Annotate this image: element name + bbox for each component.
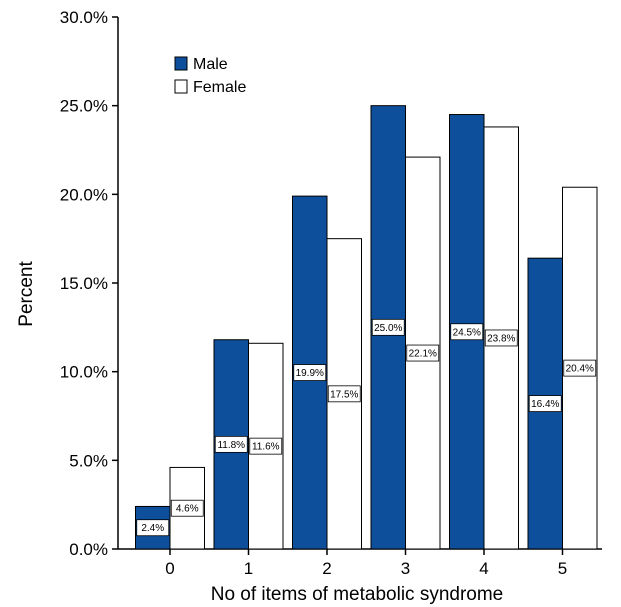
x-tick-label: 4 <box>479 559 488 578</box>
data-label-female: 17.5% <box>330 389 358 400</box>
data-label-box <box>170 499 204 517</box>
legend-swatch-female <box>174 79 188 94</box>
y-tick-label: 25.0% <box>60 97 108 116</box>
y-tick-label: 10.0% <box>60 363 108 382</box>
data-label-box <box>214 435 248 453</box>
legend-label-female: Female <box>193 79 246 96</box>
data-label-female: 11.6% <box>252 442 280 453</box>
data-label-box <box>484 329 518 347</box>
data-labels: 2.4% 11.8% 19.9% 25.0% 24.5% 16.4% 4.6% 11.6% 17… <box>136 318 597 537</box>
data-label-box <box>450 323 484 341</box>
x-tick-label: 2 <box>322 559 331 578</box>
data-label-box <box>249 437 283 455</box>
data-label-box <box>406 344 440 362</box>
y-tick-label: 30.0% <box>60 8 108 27</box>
data-label-male: 11.8% <box>217 440 245 451</box>
data-label-female: 22.1% <box>409 349 437 360</box>
y-tick-label: 5.0% <box>69 451 108 470</box>
y-tick-label: 15.0% <box>60 274 108 293</box>
data-label-box <box>293 364 327 381</box>
y-axis-title: Percent <box>16 261 37 327</box>
data-label-male: 2.4% <box>141 523 164 534</box>
data-label-female: 23.8% <box>487 333 515 344</box>
legend-swatch-male <box>174 56 188 71</box>
legend: Male Female <box>174 56 246 96</box>
data-label-male: 19.9% <box>296 368 324 379</box>
data-label-box <box>136 519 170 537</box>
data-label-box <box>563 359 597 377</box>
data-label-male: 16.4% <box>531 399 559 410</box>
data-label-box <box>371 318 405 336</box>
x-tick-label: 0 <box>165 559 174 578</box>
data-label-female: 4.6% <box>176 504 199 515</box>
data-label-male: 24.5% <box>453 327 481 338</box>
x-tick-label: 5 <box>558 559 567 578</box>
x-axis-title: No of items of metabolic syndrome <box>211 584 504 605</box>
x-tick-label: 3 <box>401 559 410 578</box>
y-tick-label: 0.0% <box>69 540 108 559</box>
data-label-box <box>528 395 562 412</box>
data-label-box <box>327 385 361 403</box>
y-tick-label: 20.0% <box>60 185 108 204</box>
data-label-male: 25.0% <box>374 323 402 334</box>
data-label-female: 20.4% <box>566 364 594 375</box>
legend-label-male: Male <box>193 56 228 73</box>
bars <box>135 105 598 550</box>
x-tick-label: 1 <box>244 559 253 578</box>
axes: 0.0% 5.0% 10.0% 15.0% 20.0% 25.0% 30.0% 0 1 2 3 4 5 <box>60 8 602 578</box>
